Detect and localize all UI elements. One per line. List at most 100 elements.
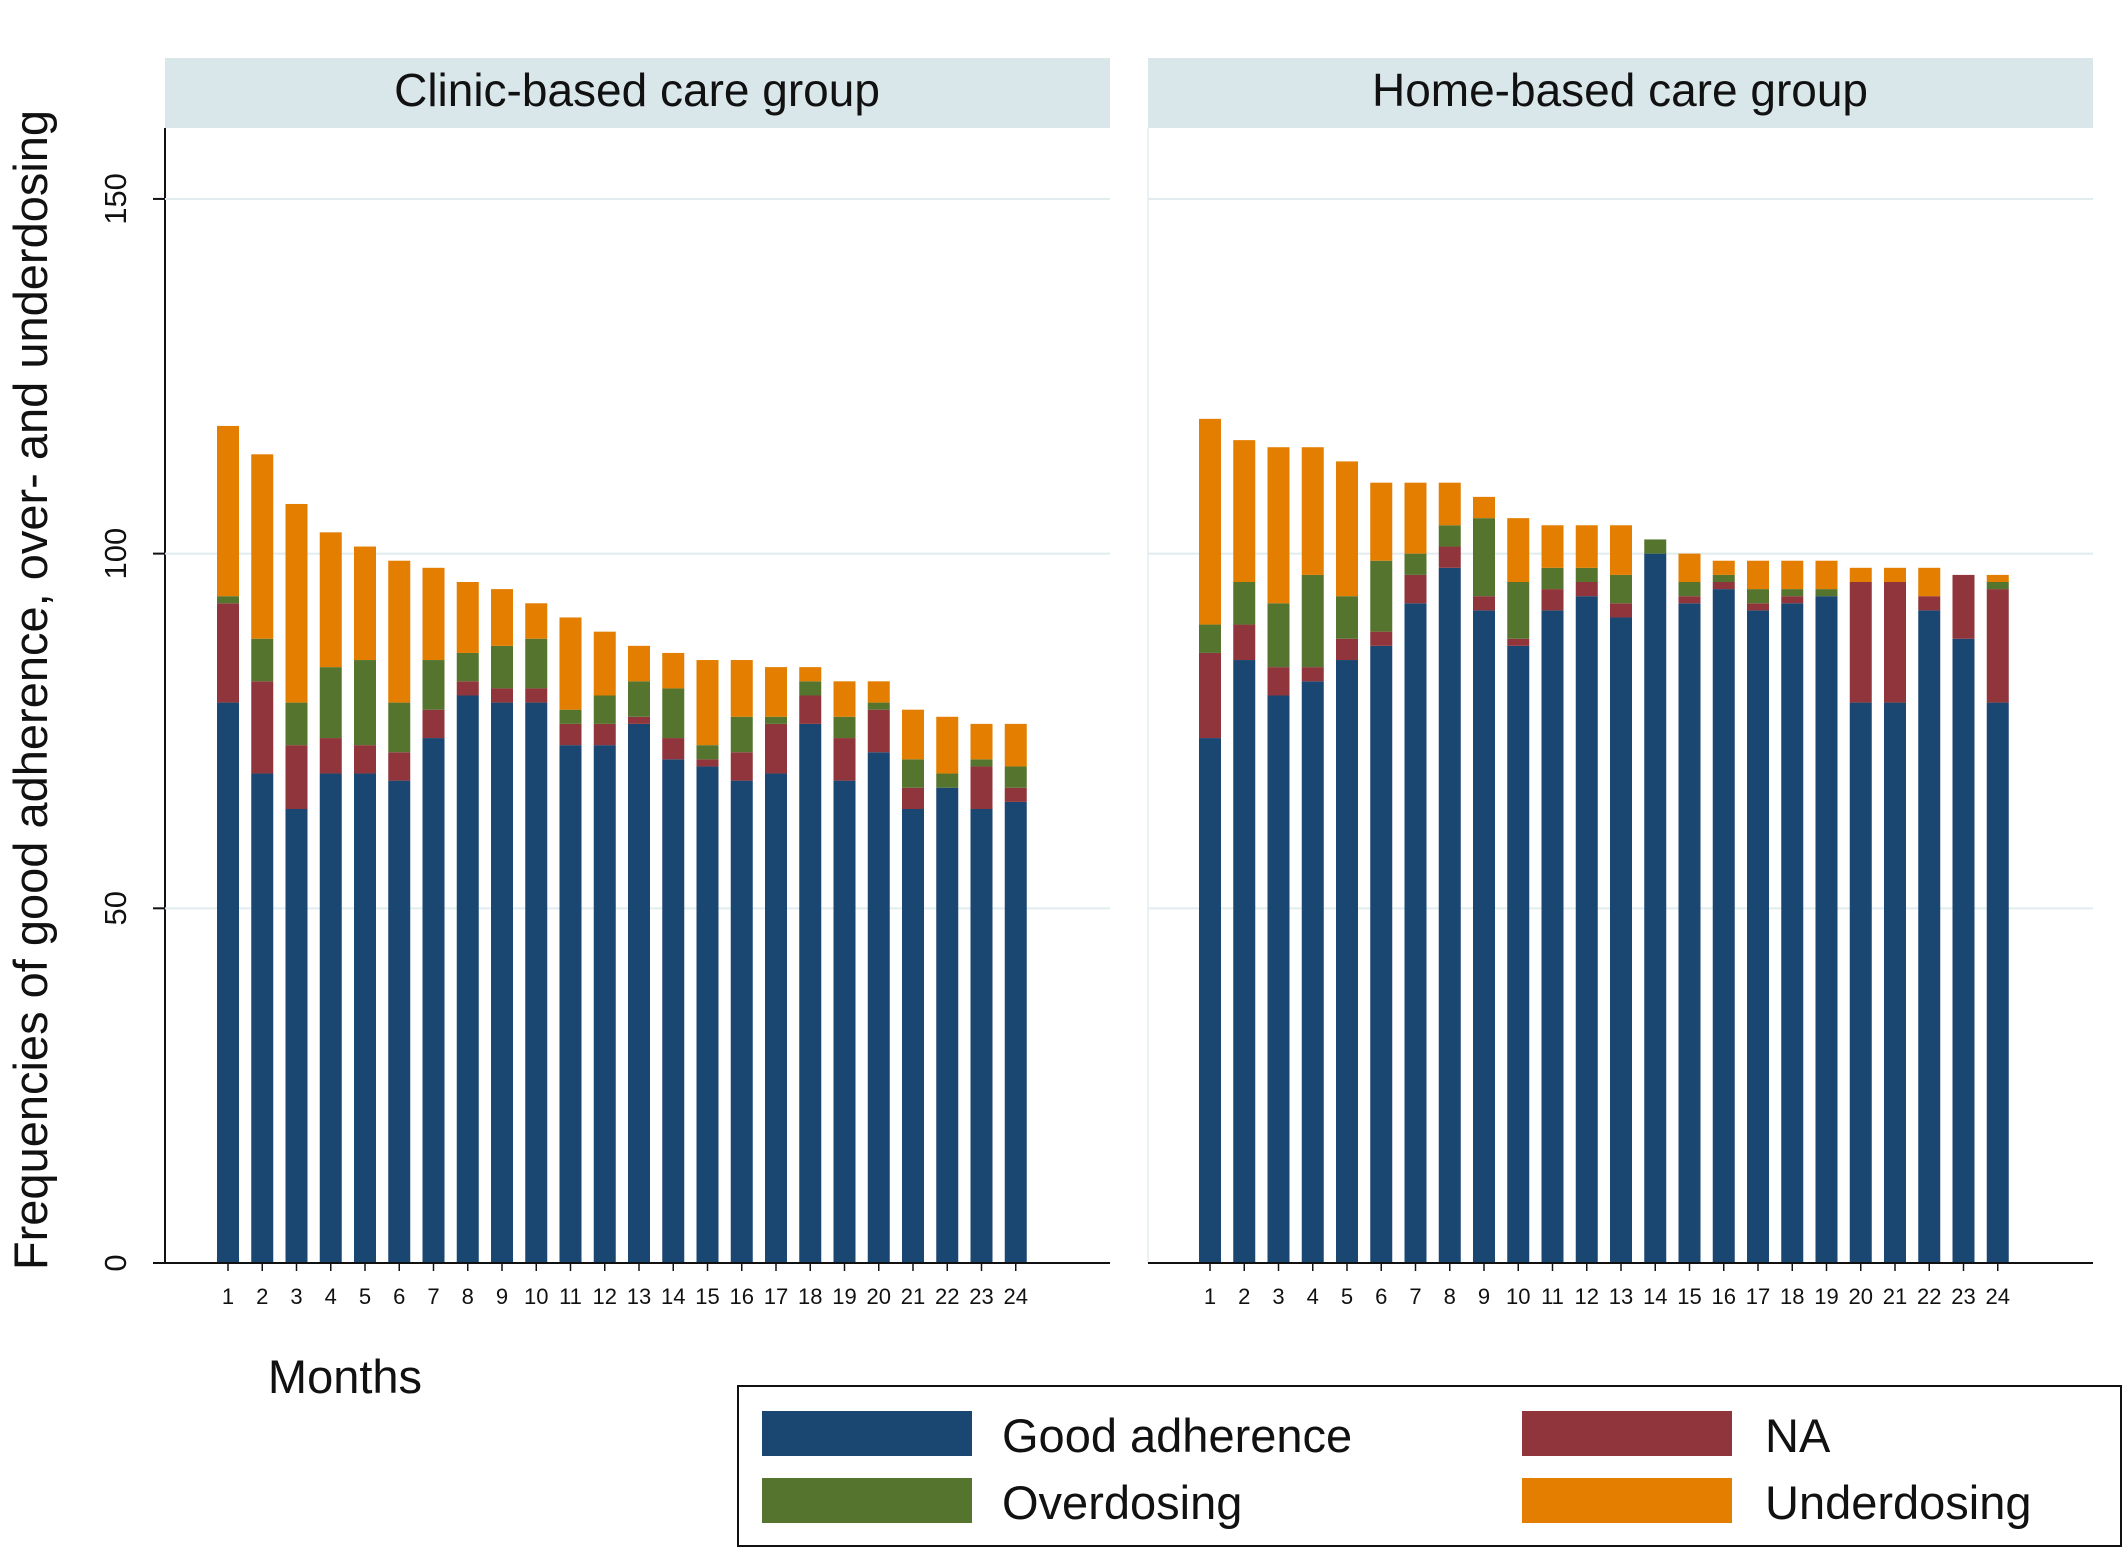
bar-home-based-month-8-overdosing: [1438, 525, 1461, 547]
bar-home-based-month-10-good-adherence: [1507, 645, 1530, 1263]
bar-clinic-based-month-14-na: [662, 738, 685, 760]
bar-home-based-month-3-na: [1267, 667, 1290, 696]
bar-clinic-based-month-22-good-adherence: [936, 787, 959, 1263]
bar-clinic-based-month-9-overdosing: [491, 645, 513, 689]
legend-label-good-adherence: Good adherence: [1002, 1409, 1352, 1462]
bar-clinic-based-month-15-underdosing: [696, 660, 719, 746]
legend-swatch-good-adherence: [762, 1411, 972, 1456]
bar-clinic-based-month-14-underdosing: [662, 652, 685, 689]
bar-clinic-based-month-1-good-adherence: [217, 702, 239, 1263]
x-tick-label-clinic-based-7: 7: [427, 1284, 439, 1309]
x-tick-label-clinic-based-5: 5: [359, 1284, 371, 1309]
x-tick-label-clinic-based-6: 6: [393, 1284, 405, 1309]
y-tick-label-150: 150: [98, 173, 133, 225]
bar-clinic-based-month-8-na: [456, 681, 479, 696]
x-tick-label-home-based-6: 6: [1375, 1284, 1387, 1309]
bar-home-based-month-17-underdosing: [1747, 560, 1769, 590]
x-tick-label-home-based-11: 11: [1541, 1284, 1564, 1309]
bar-home-based-month-7-na: [1404, 574, 1427, 604]
bar-home-based-month-23-good-adherence: [1952, 638, 1975, 1263]
bar-clinic-based-month-14-good-adherence: [662, 759, 685, 1263]
x-tick-label-home-based-2: 2: [1238, 1284, 1250, 1309]
legend-swatch-underdosing: [1522, 1478, 1732, 1523]
bar-home-based-month-18-overdosing: [1781, 589, 1804, 597]
x-tick-label-clinic-based-9: 9: [496, 1284, 508, 1309]
bar-home-based-month-24-good-adherence: [1986, 702, 2009, 1263]
bar-home-based-month-11-underdosing: [1541, 525, 1564, 568]
bar-clinic-based-month-11-overdosing: [559, 709, 582, 724]
bar-clinic-based-month-11-underdosing: [559, 617, 582, 710]
x-tick-label-clinic-based-13: 13: [627, 1284, 651, 1309]
bar-home-based-month-2-good-adherence: [1233, 660, 1256, 1263]
x-tick-label-clinic-based-20: 20: [867, 1284, 891, 1309]
bar-clinic-based-month-9-na: [491, 688, 513, 703]
bar-clinic-based-month-22-underdosing: [936, 716, 959, 774]
bar-clinic-based-month-21-good-adherence: [902, 809, 924, 1263]
bar-clinic-based-month-23-underdosing: [970, 723, 993, 760]
x-tick-label-home-based-16: 16: [1712, 1284, 1736, 1309]
bar-home-based-month-19-good-adherence: [1815, 596, 1838, 1263]
y-axis-title: Frequencies of good adherence, over- and…: [4, 110, 57, 1270]
bar-clinic-based-month-9-underdosing: [491, 589, 513, 646]
bar-clinic-based-month-19-overdosing: [833, 716, 856, 739]
bar-clinic-based-month-16-na: [730, 752, 753, 781]
bar-home-based-month-4-overdosing: [1301, 574, 1324, 668]
bar-clinic-based-month-20-underdosing: [867, 681, 890, 703]
bar-clinic-based-month-12-na: [593, 723, 616, 746]
bar-clinic-based-month-7-underdosing: [422, 567, 445, 661]
x-tick-label-clinic-based-1: 1: [222, 1284, 234, 1309]
x-tick-label-home-based-10: 10: [1506, 1284, 1530, 1309]
x-axis-title: Months: [268, 1350, 422, 1403]
bar-clinic-based-month-14-overdosing: [662, 688, 685, 739]
x-tick-label-home-based-22: 22: [1917, 1284, 1941, 1309]
x-tick-label-clinic-based-18: 18: [798, 1284, 822, 1309]
bar-home-based-month-8-underdosing: [1438, 482, 1461, 526]
legend-swatch-na: [1522, 1411, 1732, 1456]
panel-home-based: Home-based care group 1 2 3 4 5 6 7 8 9 10 11 12 13 1…: [1147, 58, 2093, 1309]
bar-clinic-based-month-13-good-adherence: [628, 723, 650, 1263]
bar-clinic-based-month-15-overdosing: [696, 745, 719, 760]
bar-home-based-month-8-na: [1438, 546, 1461, 568]
bar-home-based-month-4-underdosing: [1301, 447, 1324, 575]
bar-clinic-based-month-4-overdosing: [319, 667, 342, 739]
bar-clinic-based-month-7-na: [422, 709, 445, 739]
bar-home-based-month-14-overdosing: [1644, 539, 1667, 554]
x-tick-label-clinic-based-11: 11: [559, 1284, 582, 1309]
bar-home-based-month-14-good-adherence: [1644, 553, 1667, 1263]
bar-clinic-based-month-17-na: [765, 723, 787, 774]
bar-home-based-month-2-na: [1233, 624, 1256, 661]
x-tick-label-home-based-18: 18: [1780, 1284, 1804, 1309]
bar-home-based-month-4-good-adherence: [1301, 681, 1324, 1263]
bar-home-based-month-7-underdosing: [1404, 482, 1427, 554]
x-tick-label-home-based-1: 1: [1204, 1284, 1216, 1309]
bar-clinic-based-month-1-na: [217, 603, 239, 703]
bar-clinic-based-month-24-overdosing: [1004, 766, 1027, 788]
legend-swatch-overdosing: [762, 1478, 972, 1523]
bar-home-based-month-16-na: [1712, 582, 1735, 590]
bar-clinic-based-month-3-underdosing: [285, 503, 308, 703]
bar-clinic-based-month-2-underdosing: [251, 454, 274, 639]
x-tick-label-clinic-based-16: 16: [730, 1284, 754, 1309]
y-axis: 0 50 100 150: [98, 128, 166, 1272]
bar-clinic-based-month-23-na: [970, 766, 993, 809]
bar-clinic-based-month-1-overdosing: [217, 596, 239, 604]
bar-clinic-based-month-12-overdosing: [593, 695, 616, 724]
bar-clinic-based-month-16-good-adherence: [730, 780, 753, 1263]
bar-clinic-based-month-4-underdosing: [319, 532, 342, 668]
bar-home-based-month-22-good-adherence: [1918, 610, 1941, 1263]
bar-home-based-month-1-good-adherence: [1199, 738, 1221, 1263]
bar-clinic-based-month-17-overdosing: [765, 716, 787, 724]
x-tick-label-clinic-based-22: 22: [935, 1284, 959, 1309]
bar-home-based-month-11-good-adherence: [1541, 610, 1564, 1263]
panel-header-clinic-based: [165, 58, 1110, 128]
bar-clinic-based-month-6-underdosing: [388, 560, 411, 703]
bar-home-based-month-13-underdosing: [1610, 525, 1632, 575]
bar-clinic-based-month-9-good-adherence: [491, 702, 513, 1263]
bar-home-based-month-6-na: [1370, 631, 1393, 646]
x-tick-label-home-based-17: 17: [1746, 1284, 1770, 1309]
bar-home-based-month-21-underdosing: [1884, 567, 1906, 582]
bar-home-based-month-5-na: [1336, 638, 1358, 661]
bar-home-based-month-24-underdosing: [1986, 574, 2009, 582]
bar-home-based-month-20-good-adherence: [1849, 702, 1872, 1263]
bar-clinic-based-month-22-overdosing: [936, 773, 959, 788]
